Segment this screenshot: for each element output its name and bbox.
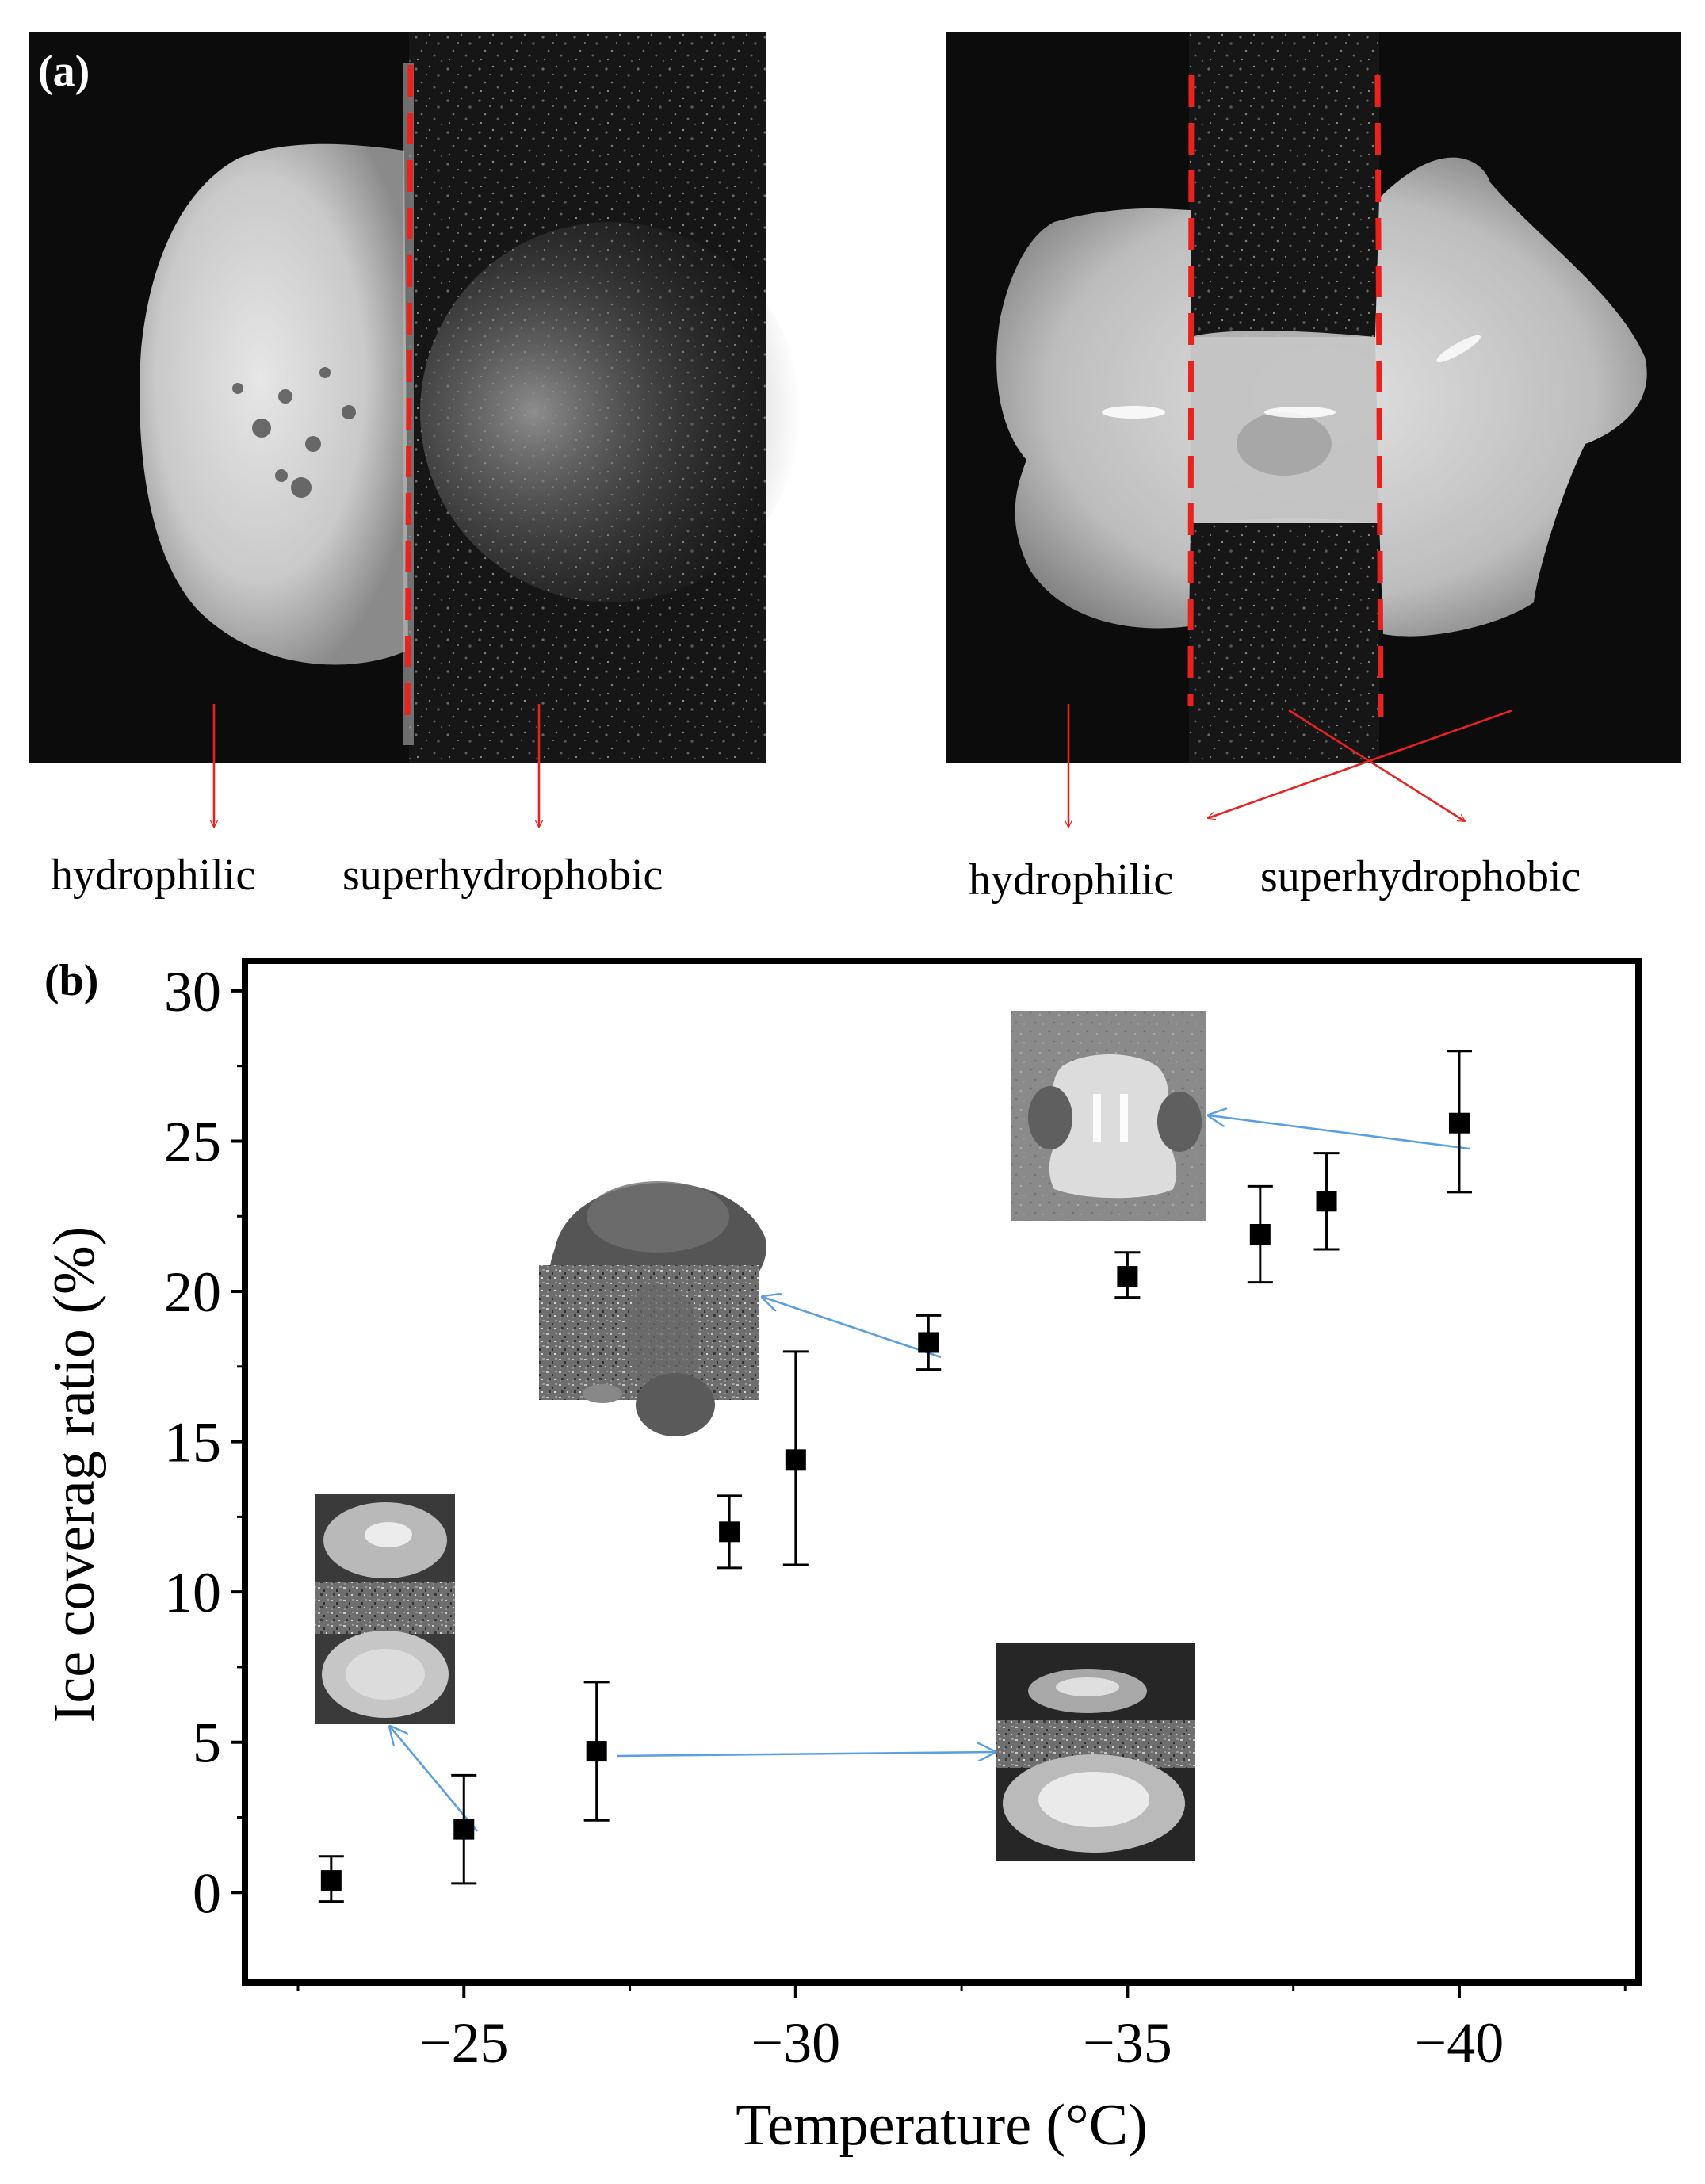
panel-a-label: (a) [38,47,90,96]
data-point [1446,1050,1472,1194]
y-tick-label: 20 [164,1260,221,1324]
x-tick-label: −25 [419,2011,509,2075]
arrow-to-inset-two-separate [390,1727,478,1832]
data-point [318,1855,344,1903]
point-marker [586,1741,607,1762]
panel-b: (b) 0 5 10 15 20 25 30 −25 −30 −35 −40 Ice covera… [42,956,1642,2158]
y-tick-label: 15 [164,1411,221,1474]
right-hydrophilic-label: hydrophilic [969,855,1173,905]
panel-b-label: (b) [44,956,98,1005]
right-boundary-line-2 [1374,75,1384,718]
inset-partially-bridged-droplets [996,1643,1195,1861]
data-point [1247,1184,1273,1284]
point-marker [1448,1112,1470,1134]
point-marker [918,1332,939,1353]
point-marker [453,1819,475,1840]
x-tick-label: −30 [751,2011,841,2075]
y-axis-ticks: 0 5 10 15 20 25 30 [164,960,245,1925]
data-point [916,1314,942,1371]
point-marker [1316,1191,1337,1212]
y-tick-label: 10 [164,1561,221,1624]
arrow-right-superhydrophobic-2 [1288,709,1465,821]
left-boundary-line [404,64,414,730]
inset-two-separate-droplets [315,1494,455,1724]
left-hydrophilic-label: hydrophilic [51,851,255,900]
y-tick-label: 5 [193,1712,221,1775]
point-marker [785,1449,806,1471]
point-marker [719,1521,740,1543]
inset-mushroom-shaped-ice [539,1181,766,1436]
y-tick-label: 25 [164,1110,221,1173]
data-point [717,1494,743,1570]
left-droplet-photo [29,32,801,763]
arrow-to-inset-partially-bridged [616,1752,995,1756]
inset-fully-bridged-ice [1011,1011,1206,1221]
right-superhydrophobic-label: superhydrophobic [1260,852,1581,901]
x-tick-label: −35 [1083,2011,1172,2075]
x-axis-label: Temperature (°C) [736,2093,1148,2158]
plot-frame [242,958,1642,1986]
x-axis-ticks: −25 −30 −35 −40 [296,1983,1627,2075]
y-tick-label: 0 [193,1861,221,1925]
y-axis-label: Ice coverag ratio (%) [42,1226,107,1723]
arrow-right-superhydrophobic-1 [1208,709,1513,818]
arrow-to-inset-mushroom [763,1297,942,1359]
panel-a: (a) hydrophilic superhydrophobic hydroph… [29,32,1681,905]
data-point [1114,1251,1141,1299]
right-droplet-photo [946,32,1681,763]
arrow-to-inset-fully-bridged [1209,1115,1470,1150]
data-point [451,1773,477,1885]
data-point [1313,1152,1340,1251]
data-points [318,1050,1472,1903]
point-marker [1117,1266,1138,1287]
point-marker [320,1870,342,1891]
data-point [782,1350,809,1566]
x-tick-label: −40 [1415,2011,1504,2075]
y-tick-label: 30 [164,960,221,1023]
left-superhydrophobic-label: superhydrophobic [342,851,663,900]
data-point [583,1681,610,1822]
point-marker [1249,1223,1271,1245]
